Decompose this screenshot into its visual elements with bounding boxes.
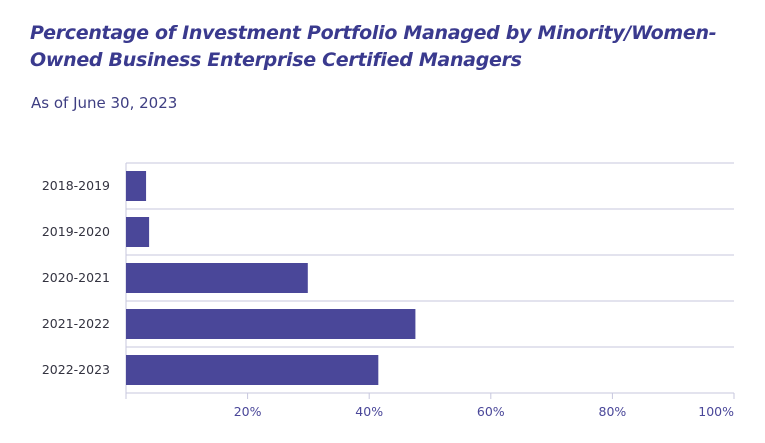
bar: [126, 263, 308, 293]
bar: [126, 309, 416, 339]
x-tick-label: 100%: [698, 404, 734, 419]
gridlines: [125, 162, 734, 399]
chart-subtitle: As of June 30, 2023: [31, 94, 178, 112]
category-label: 2018-2019: [42, 178, 110, 193]
chart-title: Percentage of Investment Portfolio Manag…: [30, 22, 717, 71]
x-axis: 20% 40% 60% 80% 100%: [234, 393, 735, 419]
bar: [126, 171, 147, 201]
x-tick-label: 60%: [477, 404, 505, 419]
category-label: 2022-2023: [42, 362, 110, 377]
category-labels: 2018-2019 2019-2020 2020-2021 2021-2022 2022…: [42, 178, 110, 377]
bars: [126, 171, 416, 385]
category-label: 2021-2022: [42, 316, 110, 331]
x-tick-label: 40%: [355, 404, 383, 419]
x-tick-label: 20%: [234, 404, 262, 419]
category-label: 2020-2021: [42, 270, 110, 285]
bar: [126, 217, 150, 247]
bar: [126, 355, 379, 385]
x-tick-label: 80%: [599, 404, 627, 419]
category-label: 2019-2020: [42, 224, 110, 239]
